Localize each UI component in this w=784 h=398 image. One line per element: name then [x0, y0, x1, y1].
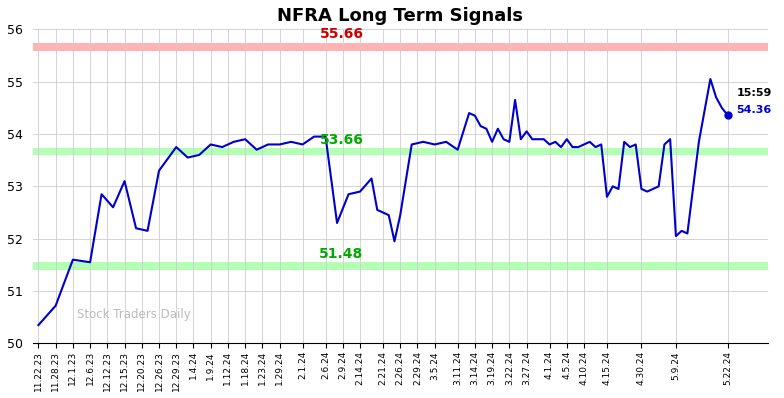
Text: 15:59: 15:59 — [736, 88, 771, 98]
Text: 55.66: 55.66 — [319, 27, 364, 41]
Bar — [33, 148, 768, 156]
Bar — [33, 43, 768, 51]
Bar — [33, 262, 768, 269]
Text: 53.66: 53.66 — [320, 133, 363, 146]
Text: Stock Traders Daily: Stock Traders Daily — [77, 308, 191, 322]
Title: NFRA Long Term Signals: NFRA Long Term Signals — [278, 7, 523, 25]
Text: 51.48: 51.48 — [319, 247, 364, 261]
Text: 54.36: 54.36 — [736, 105, 771, 115]
